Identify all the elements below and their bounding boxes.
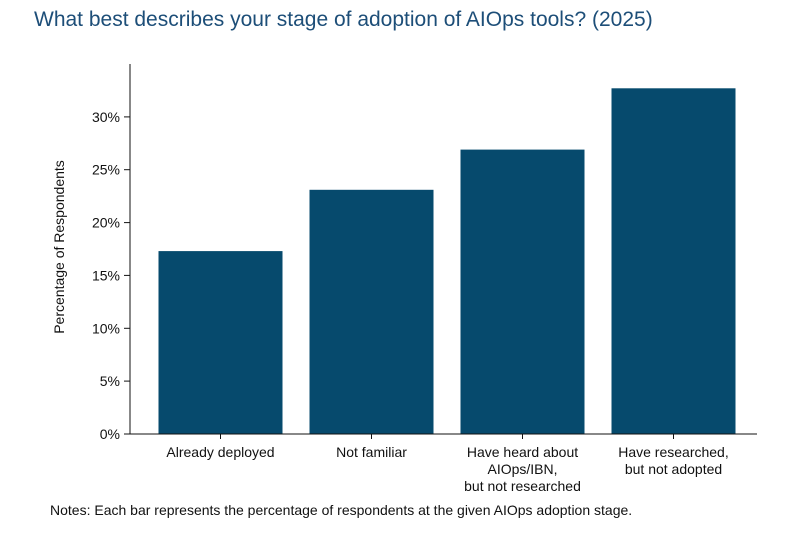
bars-layer	[158, 88, 736, 435]
y-tick-label-30: 30%	[92, 109, 120, 125]
y-ticks-layer: 0% 5% 10% 15% 20% 25% 30%	[92, 109, 130, 442]
chart-title: What best describes your stage of adopti…	[34, 8, 653, 31]
y-tick-label-10: 10%	[92, 320, 120, 336]
bar-4	[611, 88, 736, 435]
y-tick-label-15: 15%	[92, 267, 120, 283]
bar-1	[158, 251, 283, 434]
y-tick-label-5: 5%	[100, 373, 120, 389]
x-labels-layer: Already deployed Not familiar Have heard a…	[166, 444, 728, 494]
axis-layer	[129, 64, 757, 439]
chart-notes: Notes: Each bar represents the percentag…	[50, 502, 633, 518]
x-tick-label-1: Already deployed	[166, 444, 274, 460]
bar-3	[460, 149, 585, 434]
y-axis-label: Percentage of Respondents	[51, 160, 67, 334]
y-tick-label-25: 25%	[92, 162, 120, 178]
bar-2	[309, 189, 434, 434]
y-tick-label-20: 20%	[92, 215, 120, 231]
x-tick-label-2: Not familiar	[336, 444, 407, 460]
x-tick-label-4: Have researched, but not adopted	[618, 444, 729, 477]
y-tick-label-0: 0%	[100, 426, 120, 442]
x-tick-label-3: Have heard about AIOps/IBN, but not resear…	[464, 444, 581, 494]
